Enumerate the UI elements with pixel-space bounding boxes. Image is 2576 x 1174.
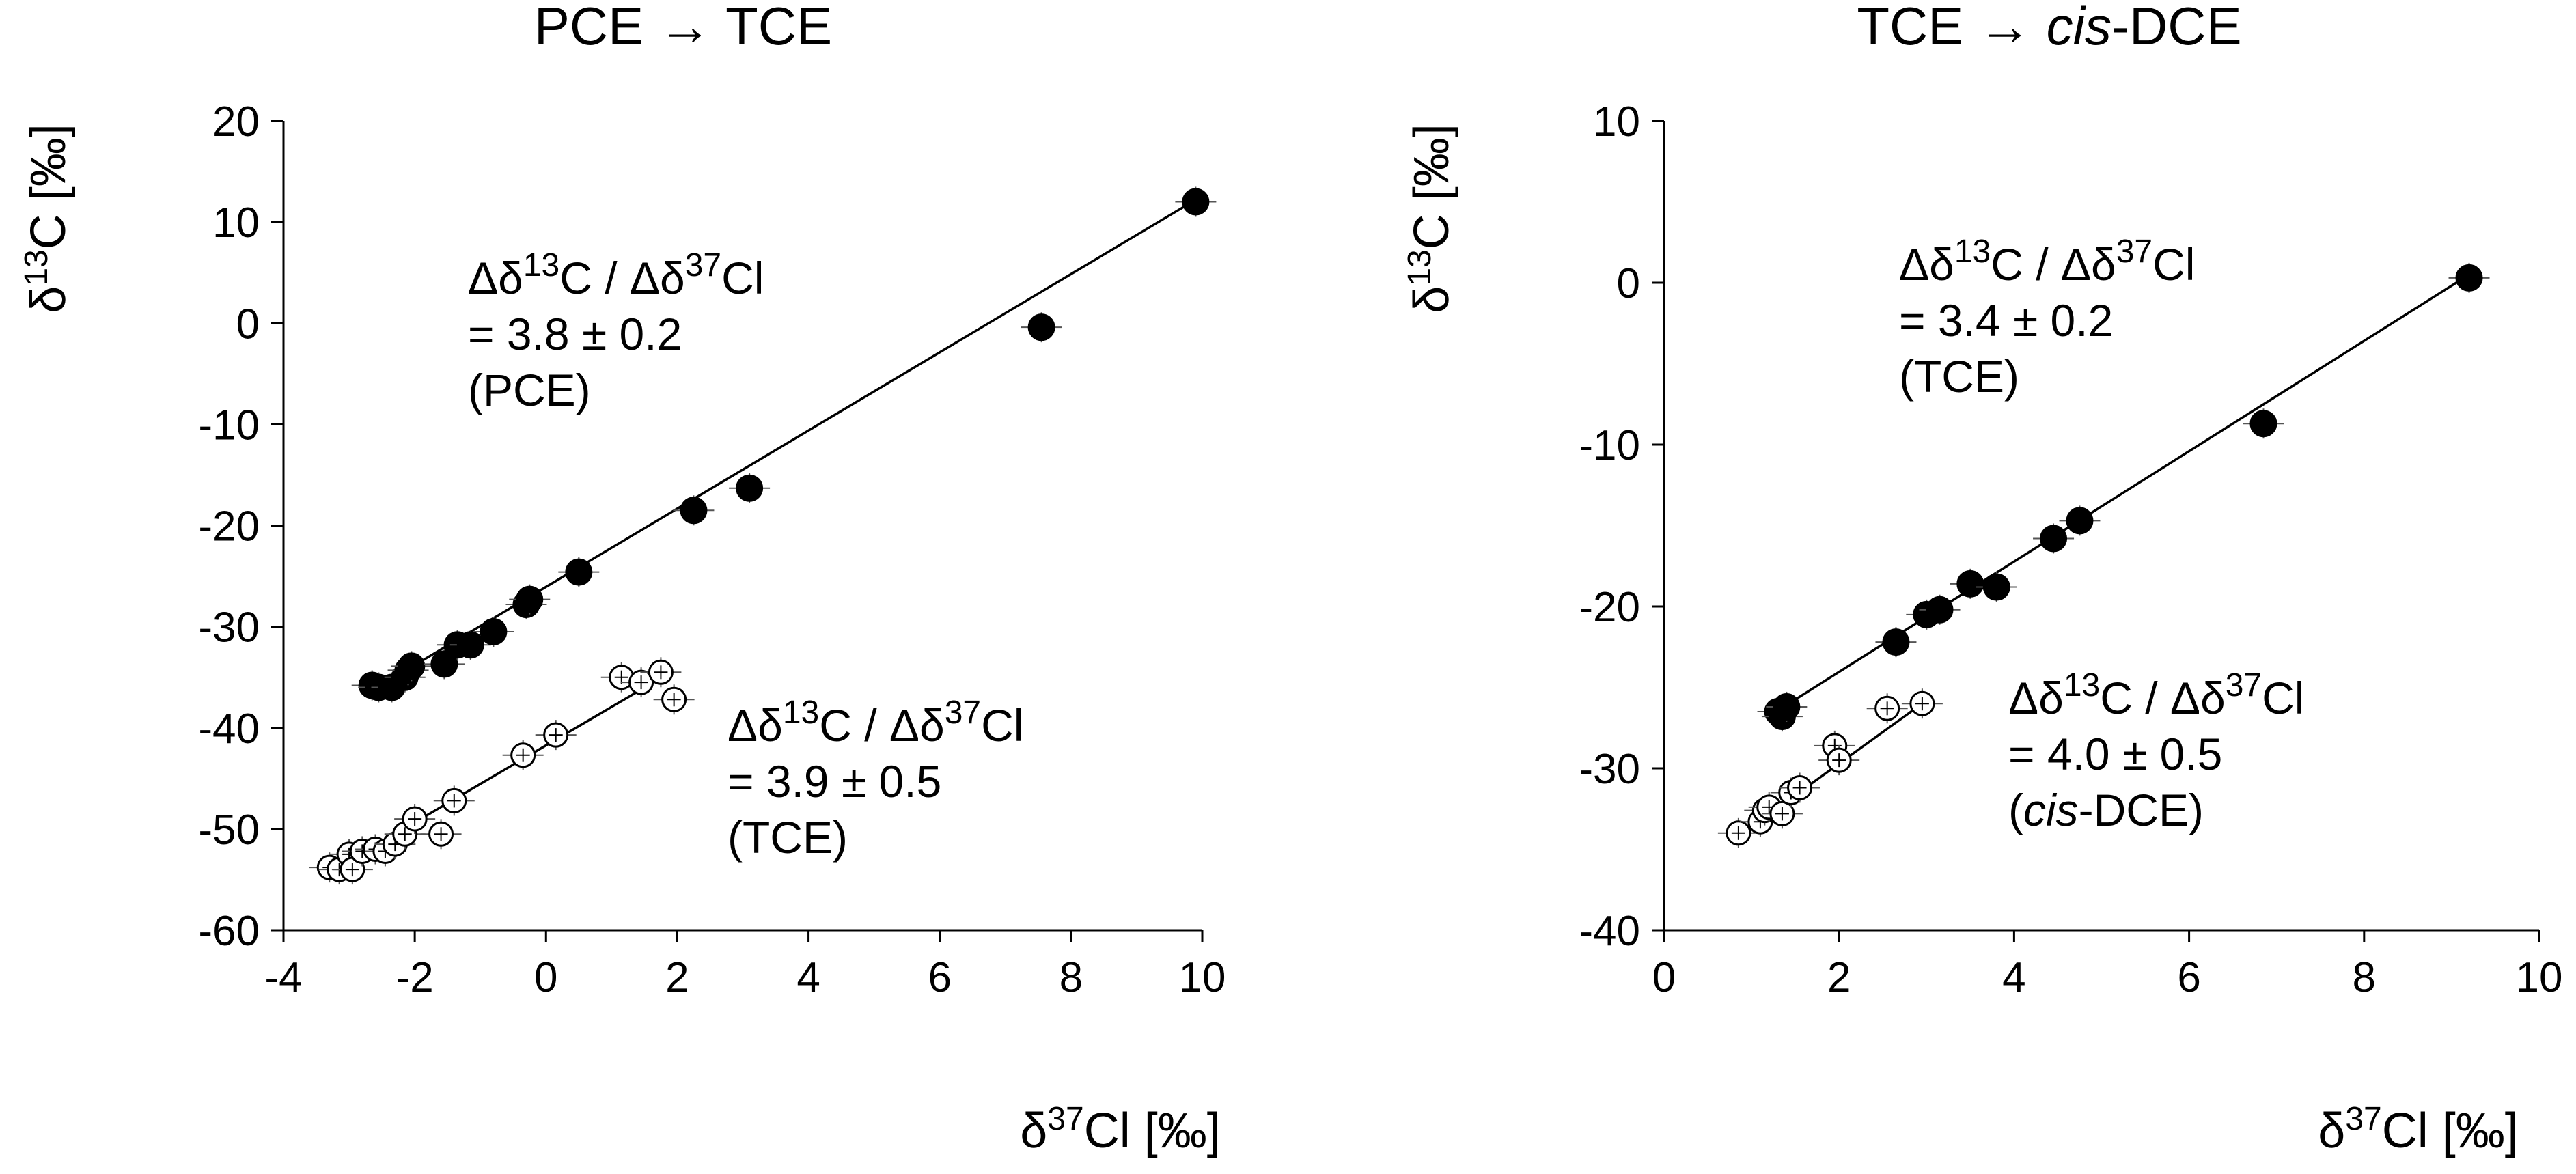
y-axis-label: δ13C [‰] [18,124,77,313]
y-tick-label: -20 [198,503,260,550]
series-cis-dce [1717,688,1943,848]
slope-annotation: Δδ13C / Δδ37Cl= 3.9 ± 0.5(TCE) [728,695,1023,863]
x-tick-label: 10 [1179,954,1226,1001]
annotation-line: = 3.8 ± 0.2 [468,309,682,359]
data-point [628,669,654,695]
y-tick-label: 0 [236,301,260,348]
annotation-line: (cis-DCE) [2008,785,2204,835]
x-tick-label: 0 [1652,954,1676,1001]
y-tick-label: -60 [198,908,260,955]
x-tick-label: 4 [2002,954,2025,1001]
y-tick-label: -20 [1579,584,1640,631]
y-axis-label: δ13C [‰] [1402,124,1460,313]
data-point [1882,628,1910,656]
x-tick-label: 10 [2516,954,2563,1001]
data-point [430,650,458,678]
data-point [565,558,593,586]
data-point [516,585,544,613]
x-tick-label: -2 [396,954,434,1001]
data-point [2455,264,2483,292]
y-tick-label: -50 [198,807,260,854]
y-tick-label: -40 [198,705,260,753]
data-point [2066,507,2094,535]
x-tick-label: 6 [2177,954,2200,1001]
data-point [1773,693,1801,721]
data-point [2040,525,2068,553]
series-pce [351,186,1217,703]
y-tick-label: -10 [198,402,260,449]
y-tick-label: -30 [198,604,260,652]
y-tick-label: 10 [212,199,260,247]
data-point [441,787,467,813]
data-point [456,631,484,659]
annotation-line: Δδ13C / Δδ37Cl [468,247,764,304]
annotation-line: Δδ13C / Δδ37Cl [2008,667,2304,724]
data-point [1909,690,1935,716]
y-tick-label: 10 [1593,98,1640,145]
data-point [736,474,764,502]
x-tick-label: 8 [1060,954,1083,1001]
annotation-line: = 3.9 ± 0.5 [728,756,941,807]
data-point [1182,188,1210,216]
chart-title: PCE → TCE [534,0,832,56]
data-point [1826,747,1852,773]
data-point [1787,774,1813,800]
x-tick-label: 2 [1827,954,1851,1001]
y-tick-label: -10 [1579,422,1640,469]
x-axis-label: δ37Cl [‰] [2318,1101,2518,1159]
y-tick-label: -40 [1579,908,1640,955]
x-tick-label: 4 [797,954,820,1001]
x-tick-label: 8 [2353,954,2376,1001]
chart-title: TCE → cis-DCE [1857,0,2241,56]
x-axis-label: δ37Cl [‰] [1020,1101,1220,1159]
y-tick-label: 20 [212,98,260,145]
data-point [1926,596,1954,624]
slope-annotation: Δδ13C / Δδ37Cl= 3.4 ± 0.2(TCE) [1899,234,2195,402]
regression-line [1773,273,2470,714]
series-tce [1757,262,2490,732]
data-point [402,806,428,832]
x-tick-label: -4 [264,954,302,1001]
data-point [1027,313,1055,341]
y-tick-label: -30 [1579,746,1640,793]
data-point [510,742,536,768]
data-point [398,652,426,680]
data-point [1956,570,1984,598]
slope-annotation: Δδ13C / Δδ37Cl= 4.0 ± 0.5 (cis-DCE) [2008,667,2304,836]
data-point [1726,820,1751,846]
data-point [2249,410,2277,438]
data-point [661,686,687,712]
series-tce [309,657,695,885]
data-point [680,497,708,525]
data-point [648,659,674,685]
x-tick-label: 2 [665,954,689,1001]
data-point [1874,695,1900,721]
data-point [428,821,454,847]
annotation-line: = 3.4 ± 0.2 [1899,295,2113,346]
annotation-line: Δδ13C / Δδ37Cl [1899,234,2195,290]
annotation-line: (TCE) [1899,351,2019,402]
slope-annotation: Δδ13C / Δδ37Cl= 3.8 ± 0.2 (PCE) [468,247,764,416]
data-point [543,722,569,748]
regression-line [368,199,1197,694]
y-tick-label: 0 [1617,260,1640,307]
annotation-line: = 4.0 ± 0.5 [2008,729,2222,779]
chart-2: TCE → cis-DCE -40 -30 -20 -10 0 10 0 2 4 6 8 10 δ13C … [1402,0,2563,1158]
data-point [1769,800,1795,826]
annotation-line: (PCE) [468,365,591,415]
data-point [1982,573,2010,601]
x-tick-label: 6 [928,954,951,1001]
annotation-line: (TCE) [728,812,848,863]
data-point [480,618,508,646]
x-tick-label: 0 [534,954,557,1001]
annotation-line: Δδ13C / Δδ37Cl [728,695,1023,751]
